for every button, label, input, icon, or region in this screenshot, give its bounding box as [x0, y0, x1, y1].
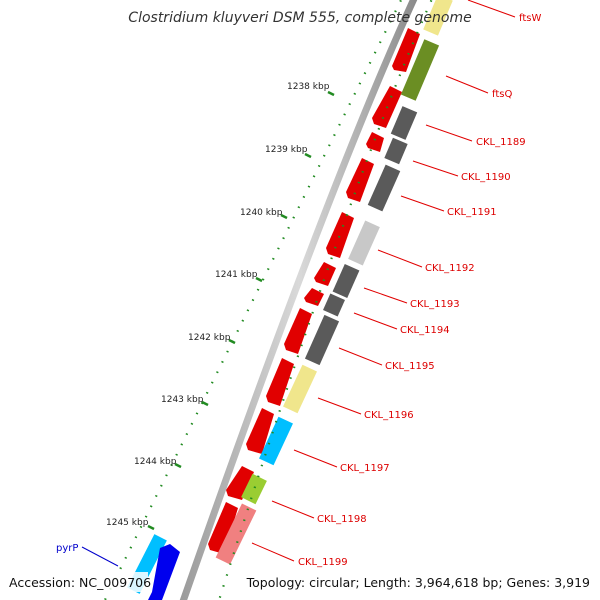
leader-line	[363, 287, 408, 304]
scale-tick	[255, 276, 263, 283]
scale-tick	[228, 338, 236, 345]
scale-tick	[327, 90, 335, 97]
cog-box[interactable]	[390, 106, 418, 140]
gene-label[interactable]: CKL_1195	[385, 361, 435, 372]
cog-box[interactable]	[283, 364, 317, 414]
gene-arrow[interactable]	[314, 262, 336, 286]
leader-lines	[81, 0, 516, 567]
gene-arrow[interactable]	[366, 132, 384, 152]
leader-line	[353, 312, 398, 330]
gene-arrow[interactable]	[326, 212, 354, 258]
leader-line	[400, 195, 445, 212]
gene-arrow[interactable]	[246, 408, 274, 454]
topology-label: Topology: circular; Length: 3,964,618 bp…	[246, 575, 590, 590]
gene-label[interactable]: ftsQ	[492, 89, 512, 100]
scale-tick	[174, 462, 182, 469]
leader-line	[81, 546, 119, 567]
gene-label[interactable]: CKL_1192	[425, 263, 475, 274]
cog-boxes	[127, 0, 453, 600]
gene-label[interactable]: CKL_1199	[298, 557, 348, 568]
tick-label: 1243 kbp	[161, 395, 204, 405]
cog-box[interactable]	[348, 220, 380, 266]
leader-line	[317, 397, 362, 415]
gene-label[interactable]: CKL_1191	[447, 207, 497, 218]
scale-tick	[280, 213, 288, 220]
accession-label: Accession: NC_009706	[9, 575, 151, 590]
cog-box[interactable]	[332, 264, 360, 298]
gene-arrow[interactable]	[226, 466, 254, 500]
tick-labels: 1238 kbp 1239 kbp 1240 kbp 1241 kbp 1242…	[106, 82, 330, 528]
gene-arrow[interactable]	[304, 288, 324, 306]
scale-tick	[304, 152, 312, 159]
scale-ring	[103, 0, 403, 600]
gene-arrow[interactable]	[346, 158, 374, 202]
cog-box[interactable]	[367, 164, 401, 212]
gene-label[interactable]: ftsW	[519, 13, 541, 24]
cog-box[interactable]	[215, 503, 257, 565]
forward-strand-genes	[208, 28, 420, 554]
gene-label[interactable]: CKL_1198	[317, 514, 367, 525]
gene-arrow[interactable]	[284, 308, 312, 354]
cog-box[interactable]	[384, 137, 408, 165]
leader-line	[425, 124, 473, 142]
cog-box[interactable]	[400, 39, 440, 101]
gene-label[interactable]: CKL_1194	[400, 325, 450, 336]
gene-arrow-blue[interactable]	[148, 544, 180, 600]
leader-line	[293, 449, 338, 468]
tick-label: 1244 kbp	[134, 457, 177, 467]
tick-label: 1241 kbp	[215, 270, 258, 280]
cog-box[interactable]	[423, 0, 453, 36]
genome-backbone	[179, 0, 418, 600]
tick-label: 1240 kbp	[240, 208, 283, 218]
topology-backdrop	[256, 572, 596, 592]
cog-box[interactable]	[323, 293, 345, 317]
leader-line	[251, 542, 295, 562]
leader-line	[338, 347, 383, 366]
gene-arrow[interactable]	[392, 28, 420, 72]
leader-line	[377, 249, 423, 268]
map-title: Clostridium kluyveri DSM 555, complete g…	[128, 10, 471, 26]
cog-box[interactable]	[259, 416, 293, 466]
scale-ticks	[147, 90, 335, 531]
accession-backdrop	[4, 572, 148, 592]
tick-label: 1239 kbp	[265, 145, 308, 155]
leader-line	[271, 500, 315, 519]
gene-label[interactable]: CKL_1196	[364, 410, 414, 421]
leader-line	[412, 160, 459, 177]
gene-label[interactable]: CKL_1193	[410, 299, 460, 310]
gene-label[interactable]: CKL_1189	[476, 137, 526, 148]
scale-tick	[147, 524, 155, 531]
leader-line	[467, 0, 516, 18]
leader-line	[445, 75, 489, 94]
scale-tick	[201, 400, 209, 407]
cog-box[interactable]	[304, 314, 340, 366]
gene-label-pyrp[interactable]: pyrP	[56, 543, 78, 554]
gene-arrow[interactable]	[266, 358, 294, 406]
gene-label[interactable]: CKL_1190	[461, 172, 511, 183]
tick-label: 1245 kbp	[106, 518, 149, 528]
cog-box[interactable]	[241, 473, 267, 505]
gene-label[interactable]: CKL_1197	[340, 463, 390, 474]
tick-label: 1242 kbp	[188, 333, 231, 343]
gene-labels: ftsW ftsQ CKL_1189 CKL_1190 CKL_1191 CKL…	[56, 13, 541, 568]
gene-arrow[interactable]	[208, 502, 238, 554]
tick-label: 1238 kbp	[287, 82, 330, 92]
